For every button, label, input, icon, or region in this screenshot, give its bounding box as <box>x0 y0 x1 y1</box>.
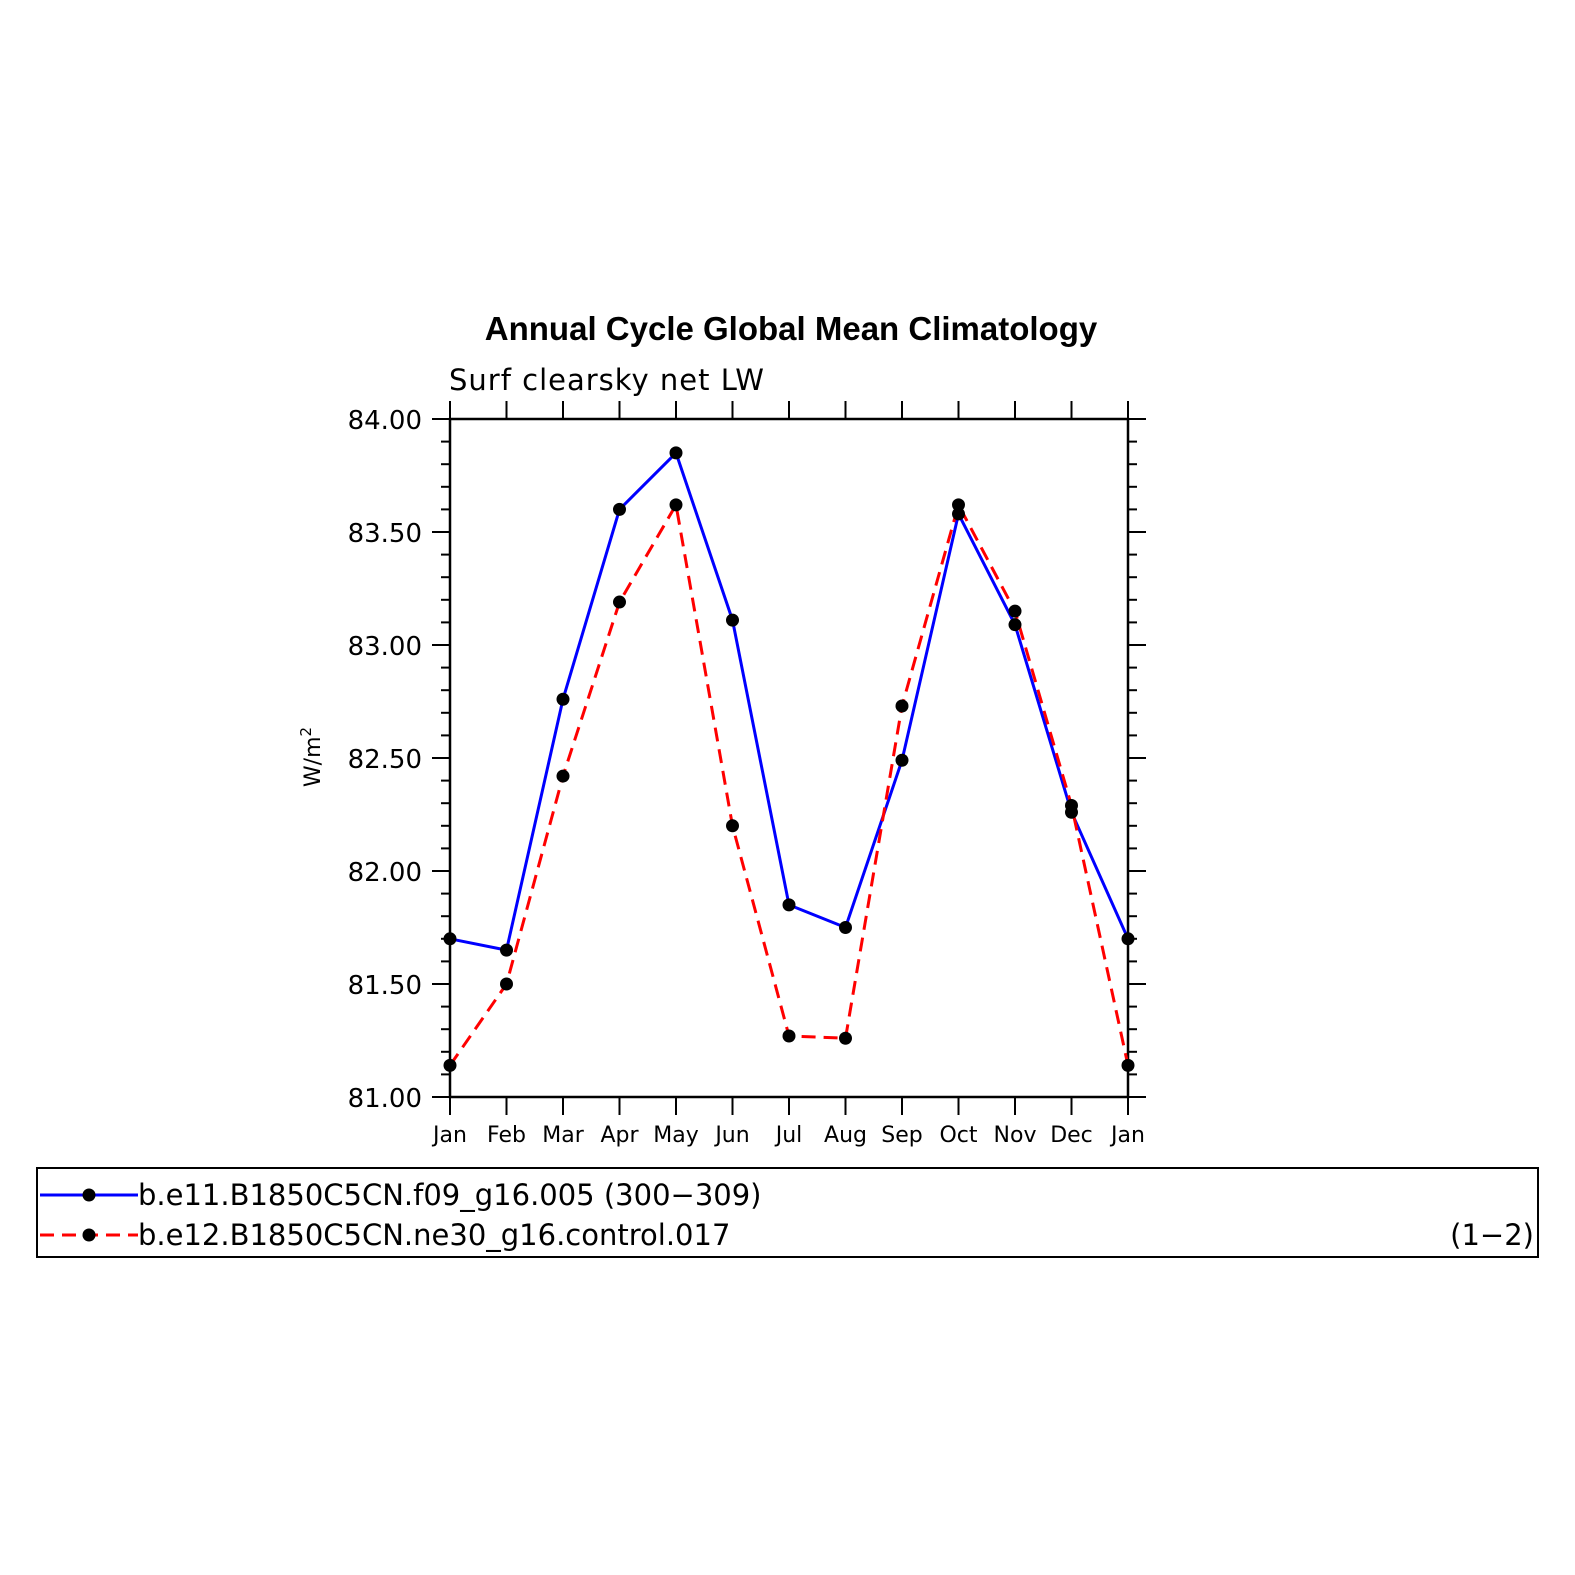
chart-subtitle: Surf clearsky net LW <box>449 363 765 397</box>
legend-marker-1 <box>82 1188 96 1202</box>
series-1-point <box>782 898 796 912</box>
series-1-point <box>443 932 457 946</box>
plot-series <box>443 446 1135 1072</box>
series-1-point <box>500 943 513 957</box>
y-axis-label-superscript: 2 <box>297 727 315 737</box>
y-tick-label: 83.50 <box>348 519 422 549</box>
series-1-point <box>1008 618 1022 632</box>
y-axis-label-text: W/m <box>301 736 326 787</box>
x-tick-label: May <box>653 1123 698 1148</box>
series-2-point <box>952 498 965 512</box>
series-1-point <box>895 753 909 767</box>
x-tick-label: Mar <box>542 1123 584 1148</box>
series-line-2 <box>448 503 1130 1067</box>
chart-title: Annual Cycle Global Mean Climatology <box>485 310 1098 347</box>
series-2-point <box>1065 798 1078 812</box>
series-2-point <box>669 498 683 512</box>
series-1-point <box>726 613 739 627</box>
y-axis-label: W/m2 <box>297 727 326 787</box>
series-2-point <box>839 1031 852 1045</box>
series-2-point <box>895 699 909 713</box>
x-tick-label: Feb <box>487 1123 526 1148</box>
plot-axes: 81.00 81.50 82.00 82.50 83.00 83.50 84.00 Jan Fe… <box>348 401 1146 1148</box>
x-tick-label: Oct <box>939 1123 977 1148</box>
series-1-point <box>556 692 570 706</box>
y-tick-label: 82.00 <box>348 858 422 888</box>
series-1-point <box>613 502 626 516</box>
legend-label-1: b.e11.B1850C5CN.f09_g16.005 (300−309) <box>138 1178 762 1212</box>
series-2-point <box>1121 1058 1135 1072</box>
x-tick-label: Jul <box>774 1123 803 1148</box>
x-tick-label: Aug <box>824 1123 867 1148</box>
legend-box <box>36 1167 1539 1258</box>
series-2-point <box>556 769 570 783</box>
svg-text:W/m2: W/m2 <box>297 727 326 787</box>
series-2-point <box>613 595 626 609</box>
y-tick-label: 81.50 <box>348 971 422 1001</box>
x-tick-label: Sep <box>881 1123 922 1148</box>
x-tick-label: Apr <box>600 1123 639 1148</box>
series-line-1 <box>449 451 1130 952</box>
legend-marker-2 <box>82 1228 96 1242</box>
series-1-point <box>839 921 852 934</box>
x-tick-label: Jan <box>431 1123 467 1148</box>
y-tick-label: 84.00 <box>348 406 422 436</box>
legend-label-2: b.e12.B1850C5CN.ne30_g16.control.017 <box>138 1218 730 1252</box>
x-tick-label: Dec <box>1050 1123 1093 1148</box>
x-tick-label: Jan <box>1109 1123 1145 1148</box>
series-1-point <box>952 507 965 521</box>
series-2-point <box>443 1058 457 1072</box>
series-1-point <box>1121 932 1135 946</box>
series-2-point <box>726 819 739 833</box>
y-tick-label: 83.00 <box>348 632 422 662</box>
y-tick-label: 82.50 <box>348 745 422 775</box>
x-tick-label: Nov <box>994 1123 1037 1148</box>
legend-note: (1−2) <box>1450 1218 1534 1252</box>
series-1-point <box>669 446 683 460</box>
series-2-point <box>500 977 513 991</box>
plot-frame <box>448 417 1130 1099</box>
legend: b.e11.B1850C5CN.f09_g16.005 (300−309) b.… <box>36 1167 1539 1258</box>
series-2-point <box>782 1029 796 1043</box>
x-tick-label: Jun <box>713 1123 749 1148</box>
y-tick-label: 81.00 <box>348 1084 422 1114</box>
series-2-point <box>1008 604 1022 618</box>
